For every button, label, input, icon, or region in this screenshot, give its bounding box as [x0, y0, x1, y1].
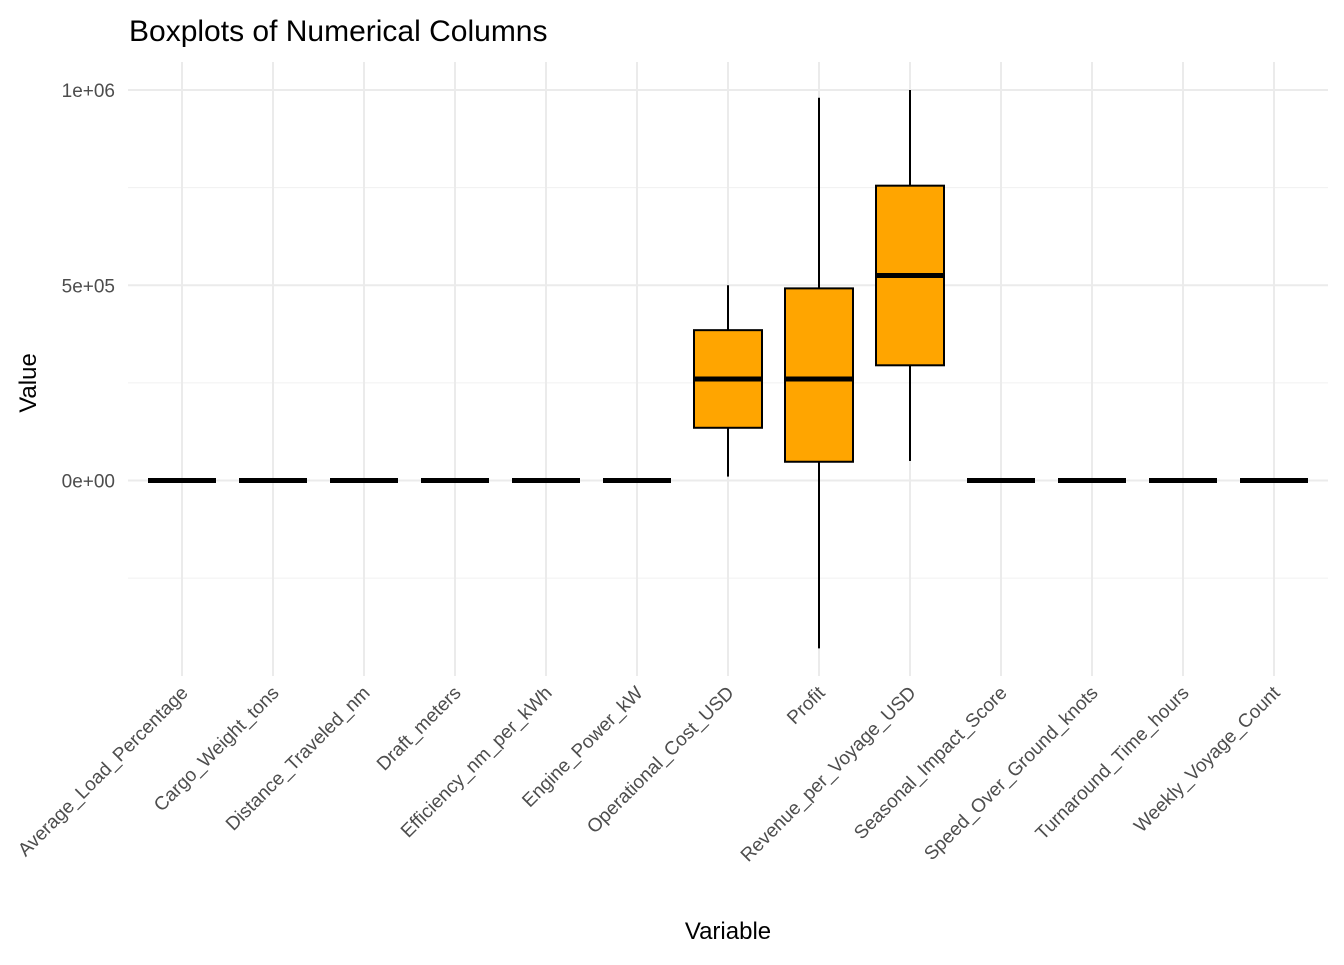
box-Profit — [784, 97, 854, 649]
y-axis-ticks: 0e+00 5e+05 1e+06 — [62, 81, 115, 493]
x-tick-label: Operational_Cost_USD — [583, 683, 738, 838]
x-tick-label: Draft_meters — [373, 683, 465, 775]
y-tick-label: 5e+05 — [62, 276, 115, 297]
x-tick-label: Turnaround_Time_hours — [1032, 683, 1194, 845]
box-body — [784, 287, 854, 463]
y-axis-title: Value — [15, 353, 42, 413]
y-tick-label: 1e+06 — [62, 81, 115, 102]
box-Operational_Cost_USD — [693, 285, 763, 477]
chart-title: Boxplots of Numerical Columns — [129, 15, 548, 48]
x-tick-label: Efficiency_nm_per_kWh — [397, 683, 556, 842]
y-tick-label: 0e+00 — [62, 472, 115, 493]
x-axis-ticks: Average_Load_PercentageCargo_Weight_tons… — [14, 682, 1285, 866]
x-tick-label: Weekly_Voyage_Count — [1130, 682, 1285, 837]
x-tick-label: Profit — [783, 682, 830, 729]
x-tick-label: Seasonal_Impact_Score — [850, 683, 1011, 844]
x-tick-label: Average_Load_Percentage — [14, 683, 192, 861]
boxes — [148, 90, 1308, 649]
x-tick-label: Revenue_per_Voyage_USD — [737, 683, 921, 867]
box-Revenue_per_Voyage_USD — [875, 90, 945, 461]
x-tick-label: Speed_Over_Ground_knots — [920, 683, 1102, 865]
x-axis-title: Variable — [685, 918, 771, 945]
